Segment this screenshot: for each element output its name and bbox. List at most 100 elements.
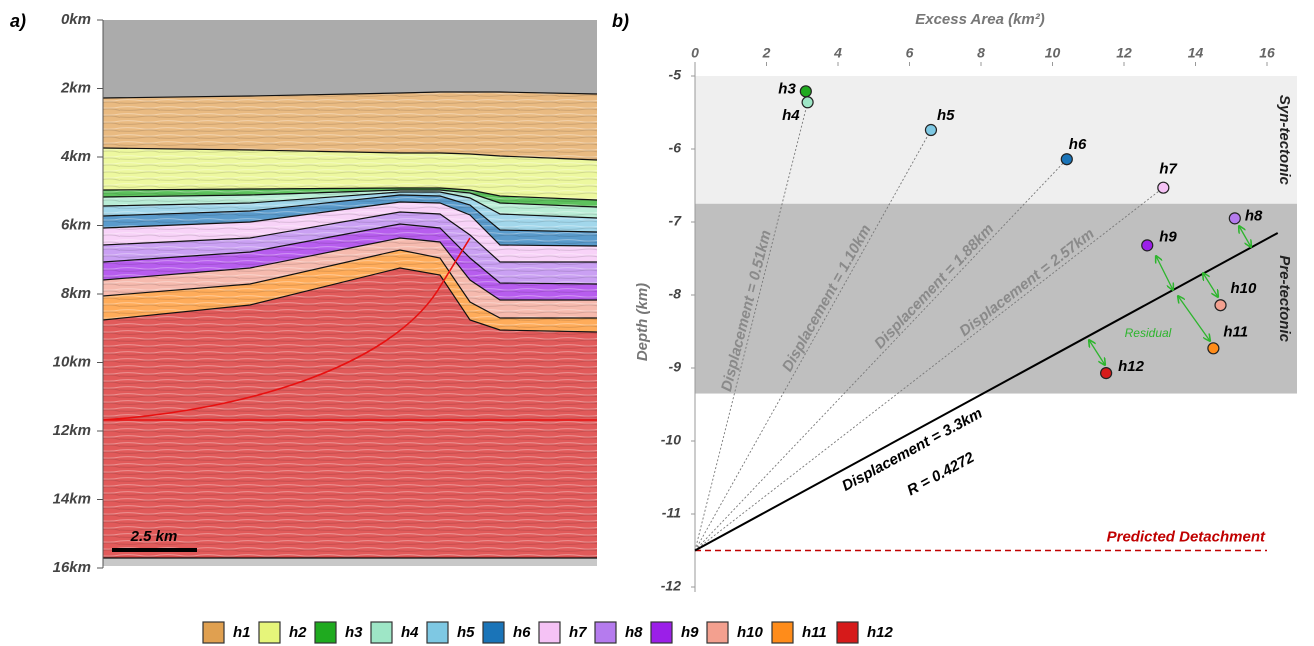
seismic-texture (103, 250, 597, 332)
x-axis-title: Excess Area (km²) (915, 11, 1045, 28)
x-tick-label: 8 (977, 45, 985, 61)
scatter-panel: Syn-tectonic Pre-tectonic 0 2 4 6 8 10 12 14 16 -5 -… (634, 11, 1297, 594)
residual-arrow (1239, 226, 1251, 247)
y-tick-label: -7 (669, 213, 683, 229)
y-tick-label: -6 (669, 140, 682, 156)
legend-label: h9 (681, 624, 699, 641)
seismic-texture (103, 195, 597, 246)
displacement-line (694, 129, 932, 551)
y-tick-label: 0km (61, 11, 91, 28)
legend-swatch (706, 621, 729, 644)
legend-label: h7 (569, 624, 587, 641)
data-point (1207, 342, 1220, 355)
horizon-line (102, 237, 597, 301)
band-label: Syn-tectonic (1276, 95, 1293, 186)
residual-arrows (1089, 226, 1251, 365)
x-tick-label: 0 (691, 45, 699, 61)
horizon-line (102, 147, 598, 161)
y-tick-label: 4km (60, 148, 91, 165)
legend-swatch (258, 621, 281, 644)
legend-swatch (370, 621, 393, 644)
seismic-texture (103, 238, 597, 318)
legend-swatch (202, 621, 225, 644)
point-label: h7 (1159, 161, 1177, 178)
residual-arrow (1156, 256, 1173, 290)
legend-label: h1 (233, 624, 251, 641)
x-tick-label: 10 (1045, 45, 1061, 61)
y-tick-label: -9 (669, 359, 682, 375)
seismic-texture (103, 212, 597, 284)
y-tick-label: 14km (53, 490, 91, 507)
data-point (801, 96, 814, 109)
legend-swatch (771, 621, 794, 644)
legend-label: h4 (401, 624, 419, 641)
point-label: h5 (937, 107, 955, 124)
detachment-label: Predicted Detachment (1107, 528, 1266, 545)
legend-label: h8 (625, 624, 643, 641)
legend-label: h11 (802, 624, 827, 641)
seismic-texture (103, 148, 597, 200)
band (695, 76, 1297, 204)
annotation: Residual (1125, 326, 1172, 340)
y-tick-label: -11 (662, 505, 681, 521)
seismic-texture (103, 192, 597, 232)
x-tick-label: 6 (906, 45, 914, 61)
legend-label: h10 (737, 624, 764, 641)
legend-label: h2 (289, 624, 307, 641)
horizon-line (102, 249, 597, 319)
x-tick-label: 12 (1116, 45, 1132, 61)
horizon-line (102, 91, 598, 99)
panel-label: a) (10, 11, 26, 31)
fault-line (102, 237, 471, 421)
displacement-line (694, 102, 809, 551)
legend-label: h3 (345, 624, 363, 641)
y-tick-label: 8km (61, 285, 91, 302)
legend-label: h12 (867, 624, 894, 641)
x-tick-label: 4 (833, 45, 842, 61)
panel-label: b) (612, 11, 629, 31)
data-point (1228, 212, 1241, 225)
seismic-texture (103, 92, 597, 160)
point-label: h6 (1069, 136, 1087, 153)
data-point (1157, 181, 1170, 194)
y-tick-label: -10 (661, 432, 681, 448)
y-tick-label: 12km (53, 422, 91, 439)
horizon-line (102, 194, 598, 233)
seismic-texture (103, 268, 597, 558)
legend: h1 h2 h3 h4 h5 h6 h7 h8 h9 h10 h11 h12 (202, 621, 894, 644)
legend-label: h6 (513, 624, 531, 641)
residual-arrow (1203, 273, 1218, 297)
legend-swatch (538, 621, 561, 644)
point-label: h4 (782, 107, 800, 124)
displacement-line (694, 232, 1279, 552)
x-tick-label: 16 (1259, 45, 1275, 61)
legend-label: h5 (457, 624, 475, 641)
section-panel: 0km 2km 4km 6km 8km 10km 12km 14km 16km 2.5 km (53, 11, 598, 576)
residual-arrow (1089, 340, 1105, 365)
seismic-texture (103, 190, 597, 218)
legend-swatch (482, 621, 505, 644)
band-label: Pre-tectonic (1276, 255, 1293, 342)
seismic-texture (103, 188, 597, 207)
data-point (1060, 153, 1073, 166)
section-background (103, 556, 597, 566)
point-label: h12 (1118, 358, 1145, 375)
displacement-line (694, 158, 1068, 551)
point-label: h3 (778, 80, 796, 97)
x-tick-label: 2 (762, 45, 771, 61)
point-label: h11 (1223, 323, 1248, 340)
horizon-line (102, 267, 598, 333)
point-label: h9 (1159, 228, 1177, 245)
horizon-line (102, 211, 597, 263)
horizon-line (102, 201, 598, 247)
y-tick-label: -5 (669, 67, 682, 83)
y-tick-label: 10km (53, 353, 91, 370)
horizon-line (102, 191, 598, 219)
horizon-line (102, 223, 598, 285)
legend-swatch (314, 621, 337, 644)
scale-bar-label: 2.5 km (130, 528, 178, 545)
point-label: h8 (1245, 207, 1263, 224)
legend-swatch (650, 621, 673, 644)
